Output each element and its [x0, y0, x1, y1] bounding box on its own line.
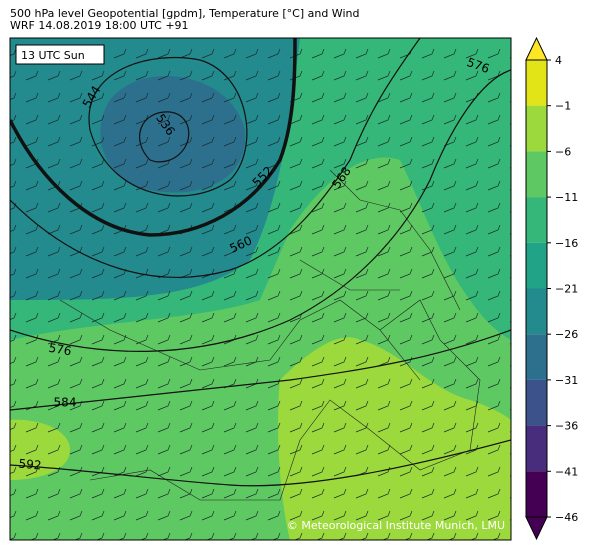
colorbar-tick-label: −16 [555, 237, 578, 250]
colorbar-tick-label: −31 [555, 374, 578, 387]
colorbar-band [526, 60, 547, 106]
colorbar-tick-label: −11 [555, 191, 578, 204]
colorbar-tick-label: −26 [555, 328, 578, 341]
colorbar-band [526, 425, 547, 472]
wind-barbs [10, 38, 511, 540]
colorbar-tick-label: 4 [555, 54, 562, 67]
colorbar-tick-label: −36 [555, 420, 578, 433]
colorbar-under [525, 516, 548, 541]
time-label: 13 UTC Sun [21, 49, 85, 62]
colorbar-over [525, 36, 548, 61]
contour-label: 584 [54, 396, 77, 410]
colorbar-band [526, 242, 547, 289]
colorbar-tick-label: −6 [555, 145, 571, 158]
contour [10, 38, 421, 278]
contour-label: 592 [18, 457, 42, 473]
colorbar-band [526, 471, 547, 517]
colorbar-band [526, 334, 547, 380]
border [299, 169, 461, 381]
contour [10, 69, 511, 352]
contour [88, 56, 248, 197]
colorbar-tick-label: −21 [555, 283, 578, 296]
contour [139, 111, 190, 163]
colorbar-band [526, 379, 547, 426]
coastline [59, 299, 481, 501]
contour [10, 329, 511, 411]
time-box [15, 44, 105, 65]
colorbar: 4 −1 −6 −11 −16 −21 −26 −31 −36 −41 −46 [525, 36, 578, 541]
credit: © Meteorological Institute Munich, LMU [287, 519, 505, 532]
contour [10, 439, 511, 487]
colorbar-band [526, 197, 547, 243]
contour-label: 576 [48, 341, 73, 359]
title-line-1: 500 hPa level Geopotential [gpdm], Tempe… [10, 7, 359, 20]
map-frame [9, 37, 512, 541]
colorbar-tick-label: −46 [555, 511, 578, 524]
contour [10, 38, 297, 237]
colorbar-tick-label: −1 [555, 100, 571, 113]
colorbar-band [526, 151, 547, 198]
colorbar-band [526, 105, 547, 152]
colorbar-band [526, 288, 547, 335]
colorbar-tick-label: −41 [555, 465, 578, 478]
title-line-2: WRF 14.08.2019 18:00 UTC +91 [10, 19, 189, 32]
